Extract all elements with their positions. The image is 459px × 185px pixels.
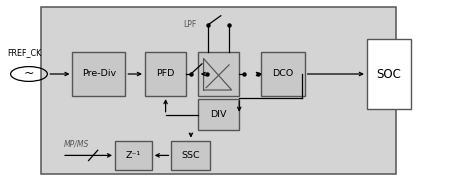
- Text: ~: ~: [24, 67, 34, 80]
- Text: Pre-Div: Pre-Div: [82, 70, 116, 78]
- Bar: [115, 141, 151, 170]
- Bar: [145, 52, 186, 96]
- Text: SSC: SSC: [181, 151, 200, 160]
- Text: SOC: SOC: [375, 68, 400, 80]
- Text: FREF_CK: FREF_CK: [7, 48, 41, 57]
- Text: PFD: PFD: [156, 70, 174, 78]
- Bar: [366, 39, 410, 109]
- Bar: [171, 141, 210, 170]
- Bar: [73, 52, 125, 96]
- Text: LPF: LPF: [183, 20, 196, 28]
- Text: Z⁻¹: Z⁻¹: [125, 151, 141, 160]
- Bar: [197, 52, 239, 96]
- Text: MP/MS: MP/MS: [63, 140, 89, 149]
- Bar: [41, 7, 395, 174]
- Text: DCO: DCO: [272, 70, 293, 78]
- Text: DIV: DIV: [210, 110, 226, 119]
- Bar: [261, 52, 304, 96]
- Bar: [197, 99, 239, 130]
